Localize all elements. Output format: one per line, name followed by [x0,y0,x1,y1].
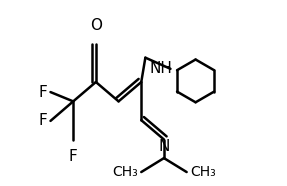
Text: F: F [69,149,77,164]
Text: O: O [90,18,102,33]
Text: CH₃: CH₃ [190,165,216,179]
Text: F: F [38,113,47,128]
Text: NH: NH [149,61,172,76]
Text: F: F [38,85,47,100]
Text: N: N [158,139,170,154]
Text: CH₃: CH₃ [112,165,137,179]
